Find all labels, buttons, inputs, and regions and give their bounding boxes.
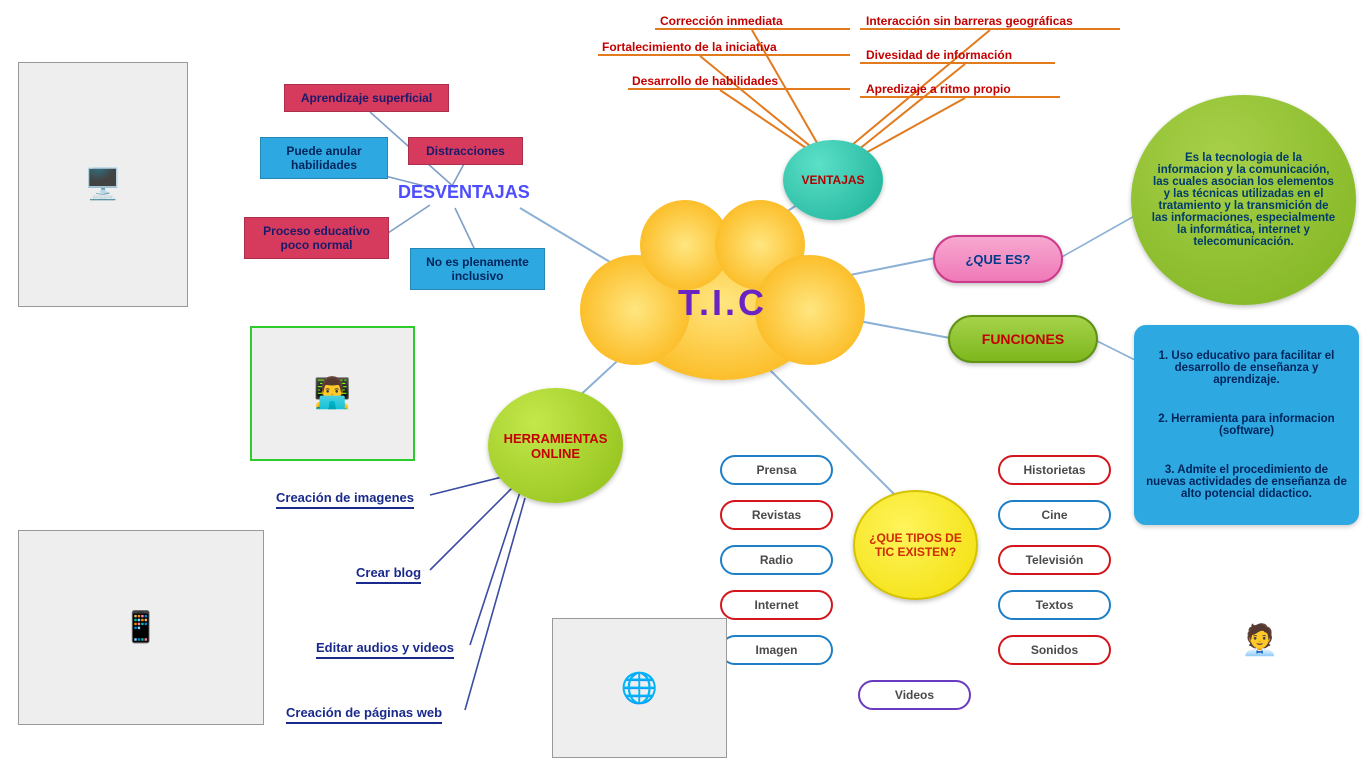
ventaja-item: Desarrollo de habilidades (632, 74, 778, 88)
ventaja-item: Apredizaje a ritmo propio (866, 82, 1011, 96)
tipo-pill: Internet (720, 590, 833, 620)
node-ventajas-label: VENTAJAS (801, 173, 864, 187)
funciones-item: 3. Admite el procedimiento de nuevas act… (1144, 464, 1349, 500)
tipo-pill: Prensa (720, 455, 833, 485)
desventaja-box: Aprendizaje superficial (284, 84, 449, 112)
ventaja-rule (655, 28, 850, 30)
desventaja-box: Distracciones (408, 137, 523, 165)
ventaja-rule (860, 96, 1060, 98)
tipo-pill: Imagen (720, 635, 833, 665)
tipo-pill: Radio (720, 545, 833, 575)
que-es-description: Es la tecnologia de la informacion y la … (1131, 95, 1356, 305)
ventaja-rule (628, 88, 850, 90)
ventaja-rule (860, 28, 1120, 30)
image-placeholder-las-tic: 📱 (18, 530, 264, 725)
mindmap-stage: T.I.C VENTAJAS ¿QUE ES? FUNCIONES ¿QUE T… (0, 0, 1370, 763)
node-funciones: FUNCIONES (948, 315, 1098, 363)
herramienta-item: Editar audios y videos (316, 640, 454, 659)
funciones-box: 1. Uso educativo para facilitar el desar… (1134, 325, 1359, 525)
que-es-text: Es la tecnologia de la informacion y la … (1151, 152, 1336, 248)
node-ventajas: VENTAJAS (783, 140, 883, 220)
central-label: T.I.C (678, 282, 767, 324)
node-herramientas: HERRAMIENTAS ONLINE (488, 388, 623, 503)
image-placeholder-multitask: 🧑‍💼 (1160, 570, 1360, 710)
herramienta-item: Creación de páginas web (286, 705, 442, 724)
ventaja-rule (598, 54, 850, 56)
tipo-pill: Televisión (998, 545, 1111, 575)
image-placeholder-tech-hands: 🌐 (552, 618, 727, 758)
image-placeholder-kids: 👨‍💻 (250, 326, 415, 461)
node-tipos-label: ¿QUE TIPOS DE TIC EXISTEN? (861, 531, 970, 559)
desventaja-box: Proceso educativo poco normal (244, 217, 389, 259)
ventaja-item: Fortalecimiento de la iniciativa (602, 40, 777, 54)
image-placeholder-top-left: 🖥️ (18, 62, 188, 307)
node-tipos: ¿QUE TIPOS DE TIC EXISTEN? (853, 490, 978, 600)
herramienta-item: Creación de imagenes (276, 490, 414, 509)
funciones-item: 1. Uso educativo para facilitar el desar… (1144, 350, 1349, 386)
node-que-es: ¿QUE ES? (933, 235, 1063, 283)
ventaja-item: Corrección inmediata (660, 14, 783, 28)
node-herramientas-label: HERRAMIENTAS ONLINE (494, 431, 617, 461)
node-funciones-label: FUNCIONES (982, 331, 1064, 347)
desventaja-box: Puede anular habilidades (260, 137, 388, 179)
tipo-pill: Cine (998, 500, 1111, 530)
ventaja-item: Interacción sin barreras geográficas (866, 14, 1073, 28)
herramienta-item: Crear blog (356, 565, 421, 584)
ventaja-rule (860, 62, 1055, 64)
desventaja-box: No es plenamente inclusivo (410, 248, 545, 290)
central-cloud: T.I.C (620, 225, 825, 380)
tipo-pill: Revistas (720, 500, 833, 530)
node-que-es-label: ¿QUE ES? (965, 252, 1030, 267)
funciones-item: 2. Herramienta para informacion (softwar… (1144, 413, 1349, 437)
tipo-pill: Videos (858, 680, 971, 710)
ventaja-item: Divesidad de información (866, 48, 1012, 62)
tipo-pill: Textos (998, 590, 1111, 620)
node-desventajas-label: DESVENTAJAS (398, 182, 530, 203)
tipo-pill: Historietas (998, 455, 1111, 485)
tipo-pill: Sonidos (998, 635, 1111, 665)
